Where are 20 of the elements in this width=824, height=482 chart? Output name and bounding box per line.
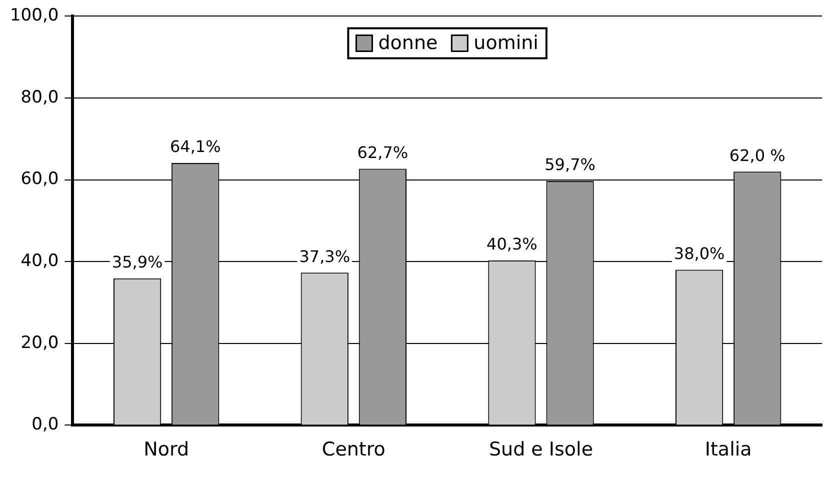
y-tick-label: 100,0 bbox=[10, 6, 59, 26]
x-tick-label: Centro bbox=[322, 438, 386, 461]
data-label: 62,7% bbox=[357, 142, 408, 162]
y-tick-label: 60,0 bbox=[20, 169, 59, 190]
x-tick-label: Sud e Isole bbox=[488, 438, 594, 461]
y-tick-label: 0,0 bbox=[32, 414, 59, 435]
data-label: 38,0% bbox=[674, 244, 725, 263]
data-label: 64,1% bbox=[170, 137, 221, 156]
legend-label: donne bbox=[378, 32, 438, 54]
data-label: 35,9% bbox=[112, 252, 163, 272]
data-label: 37,3% bbox=[299, 246, 350, 266]
data-label: 59,7% bbox=[544, 155, 596, 174]
x-tick-label: Italia bbox=[704, 438, 752, 461]
legend-label: uomini bbox=[474, 32, 538, 54]
y-tick-label: 80,0 bbox=[20, 87, 59, 108]
data-label: 62,0 % bbox=[729, 146, 786, 165]
data-label: 40,3% bbox=[486, 234, 538, 254]
y-tick-label: 20,0 bbox=[20, 332, 59, 353]
y-tick-label: 40,0 bbox=[20, 251, 59, 272]
x-tick-label: Nord bbox=[144, 438, 190, 461]
